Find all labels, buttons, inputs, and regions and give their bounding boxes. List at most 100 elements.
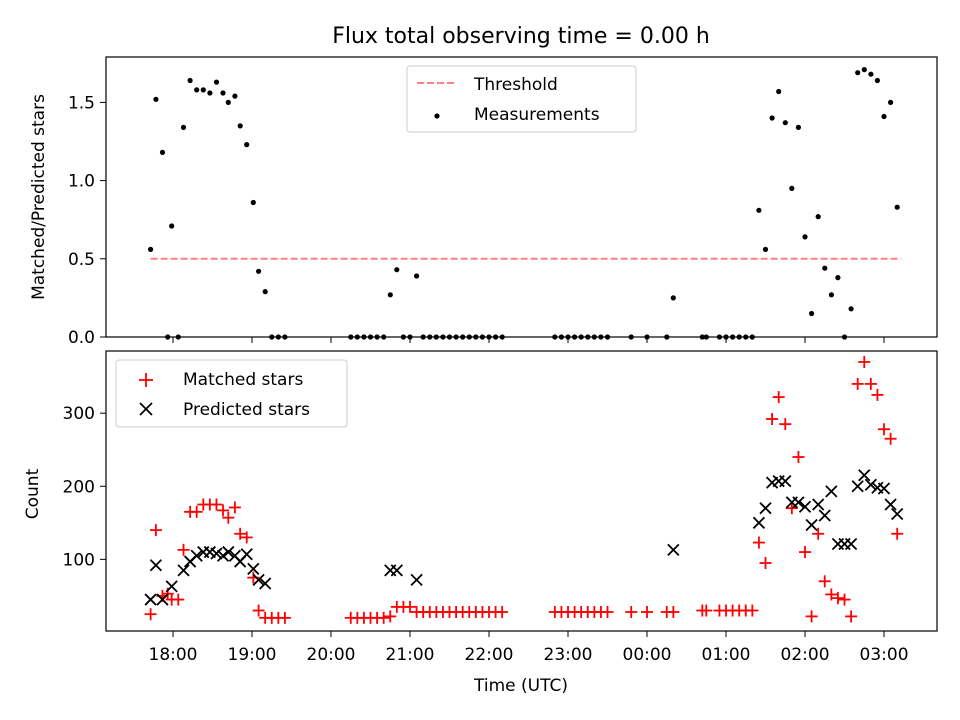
measurement-point <box>169 223 175 229</box>
measurement-point <box>815 214 821 220</box>
ratio-y-tick-label: 1.5 <box>68 93 95 113</box>
matched-star-point <box>496 605 509 618</box>
measurement-point <box>868 71 874 77</box>
measurement-point <box>187 77 193 84</box>
matched-star-point <box>384 610 397 623</box>
panel-ratio: Flux total observing time = 0.00 h 0.0 0.… <box>29 24 938 348</box>
predicted-star-point <box>144 593 157 606</box>
measurements-legend-label: Measurements <box>474 105 600 125</box>
measurement-point <box>194 87 200 93</box>
matched-star-point <box>831 592 844 605</box>
matched-star-point <box>805 610 818 623</box>
predicted-star-point <box>210 547 223 560</box>
matched-star-point <box>884 432 897 445</box>
panel-count: 100 200 300 18:00 19:00 20:00 21:00 22:00 23:00… <box>23 350 938 696</box>
matched-star-point <box>700 604 713 617</box>
predicted-star-point <box>240 548 253 561</box>
matched-star-point <box>641 605 654 618</box>
ratio-y-tick-label: 0.5 <box>68 250 95 270</box>
measurement-point <box>769 115 775 121</box>
predicted-star-point <box>798 500 812 513</box>
matched-star-point <box>785 502 798 515</box>
measurement-point <box>394 267 400 273</box>
measurement-point <box>835 275 841 281</box>
predicted-star-point <box>884 498 897 511</box>
predicted-star-point <box>156 593 169 606</box>
measurement-point <box>874 77 881 84</box>
matched-star-point <box>172 593 185 606</box>
ratio-y-tick-label: 1.0 <box>68 172 95 192</box>
matched-star-point <box>377 611 390 624</box>
matched-star-point <box>772 391 785 404</box>
matched-star-point <box>818 575 831 588</box>
count-y-ticks: 100 200 300 <box>63 404 106 570</box>
matched-star-point <box>222 511 235 524</box>
measurement-point <box>809 310 815 317</box>
predicted-star-point <box>390 564 403 577</box>
measurement-point <box>855 70 861 76</box>
predicted-stars-legend-marker <box>139 402 153 416</box>
predicted-star-point <box>779 475 792 488</box>
count-x-tick-label: 18:00 <box>149 645 198 665</box>
matched-star-point <box>825 588 838 601</box>
measurement-point <box>789 185 795 191</box>
count-x-axis-label: Time (UTC) <box>473 676 568 696</box>
matched-stars-legend-label: Matched stars <box>183 370 303 390</box>
predicted-star-point <box>259 577 272 590</box>
matched-star-point <box>792 451 805 464</box>
measurement-point <box>213 79 220 85</box>
measurement-point <box>220 90 226 96</box>
measurement-point <box>762 246 769 252</box>
predicted-star-point <box>877 482 891 495</box>
count-legend: Matched stars Predicted stars <box>115 359 348 428</box>
ratio-legend-box <box>406 65 637 133</box>
predicted-star-point <box>825 485 838 498</box>
measurement-point <box>159 149 166 155</box>
measurement-point <box>148 246 154 252</box>
matched-star-point <box>799 546 812 559</box>
count-x-tick-label: 03:00 <box>860 645 909 665</box>
matched-star-point <box>149 524 162 537</box>
measurement-point <box>200 87 206 93</box>
predicted-stars-legend-label: Predicted stars <box>183 400 310 420</box>
measurement-point <box>795 124 802 130</box>
measurement-point <box>244 142 250 148</box>
predicted-star-point <box>667 543 680 556</box>
measurement-point <box>225 99 231 105</box>
matched-star-point <box>878 423 891 436</box>
matched-star-point <box>851 377 864 390</box>
matched-star-point <box>812 527 825 540</box>
matched-star-point <box>667 605 680 618</box>
count-x-tick-label: 01:00 <box>702 645 751 665</box>
matched-star-point <box>240 531 253 544</box>
ratio-axes-frame <box>105 56 938 338</box>
matched-stars-legend-marker <box>139 373 153 387</box>
predicted-star-point <box>410 573 423 586</box>
predicted-star-point <box>792 496 805 509</box>
count-x-ticks: 18:00 19:00 20:00 21:00 22:00 23:00 00:00 01:00… <box>149 631 909 665</box>
matched-star-point <box>845 610 858 623</box>
predicted-star-point <box>222 545 235 559</box>
predicted-star-point <box>805 518 818 532</box>
matched-star-point <box>858 355 871 368</box>
matched-star-point <box>746 604 759 617</box>
matched-star-point <box>217 504 230 517</box>
predicted-star-point <box>844 537 858 551</box>
measurement-point <box>822 265 828 271</box>
chart-title: Flux total observing time = 0.00 h <box>332 24 710 49</box>
measurement-point <box>894 204 900 210</box>
ratio-y-axis-label: Matched/Predicted stars <box>29 94 49 300</box>
count-y-axis-label: Count <box>23 468 43 519</box>
predicted-star-point <box>752 516 766 529</box>
predicted-star-point <box>247 562 260 576</box>
measurement-point <box>153 96 159 102</box>
measurement-point <box>888 99 894 105</box>
predicted-star-point <box>165 580 178 593</box>
count-x-tick-label: 23:00 <box>544 645 593 665</box>
ratio-y-tick-label: 0.0 <box>68 328 95 348</box>
count-x-tick-label: 22:00 <box>465 645 514 665</box>
matched-star-point <box>404 600 417 613</box>
measurement-point <box>256 268 262 274</box>
measurement-point <box>262 289 268 295</box>
matched-star-point <box>838 593 851 606</box>
